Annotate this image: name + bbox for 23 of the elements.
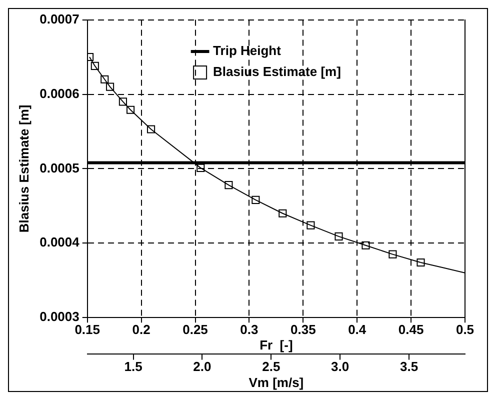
x2-tick-label: 2.5 [262,359,280,374]
x2-axis-title: Vm [m/s] [248,374,304,390]
x2-tick-label: 2.0 [193,359,212,374]
y-tick-label: 0.0003 [40,309,80,324]
y-axis-title: Blasius Estimate [m] [16,104,32,233]
x-tick-label: 0.4 [348,322,367,337]
legend-label: Blasius Estimate [m] [213,64,341,80]
x-tick-label: 0.45 [398,322,424,337]
y-tick-label: 0.0006 [40,86,80,101]
x2-tick-label: 1.5 [124,359,142,374]
x-tick-label: 0.35 [290,322,316,337]
y-tick-label: 0.0005 [40,160,80,176]
x-tick-label: 0.5 [456,322,474,337]
y-tick-label: 0.0004 [40,234,80,250]
x-tick-label: 0.15 [74,322,100,337]
x-axis-title: Fr [-] [260,338,293,353]
x-tick-label: 0.2 [132,322,150,337]
x2-tick-label: 3.0 [331,359,350,374]
legend-label: Trip Height [213,43,282,58]
x2-tick-label: 3.5 [400,359,418,374]
y-tick-label: 0.0007 [40,11,80,26]
x-tick-label: 0.3 [240,322,258,337]
x-tick-label: 0.25 [182,322,208,337]
